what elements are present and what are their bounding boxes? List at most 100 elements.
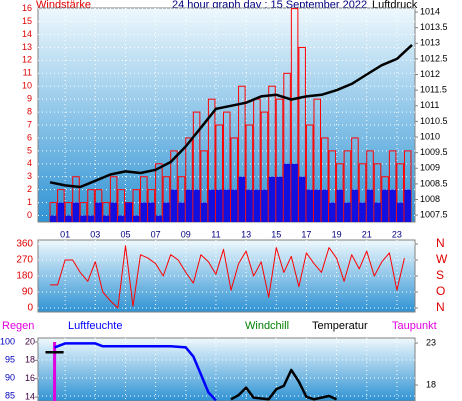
y-tick-label: 16	[22, 3, 32, 13]
bar	[313, 189, 321, 222]
bar	[298, 176, 306, 222]
bar	[102, 215, 110, 222]
bar	[207, 98, 216, 222]
bar	[50, 215, 57, 222]
x-tick-label: 23	[392, 229, 402, 239]
legend-label: Taupunkt	[392, 320, 437, 332]
y3-tick-label: 20	[25, 336, 35, 346]
bar	[223, 189, 231, 222]
y2-tick-label: W	[436, 252, 448, 266]
y2-tick-label: 1013	[420, 38, 440, 48]
bar	[230, 137, 239, 222]
x-tick-label: 17	[301, 229, 311, 239]
x-tick-label: 21	[362, 229, 372, 239]
bar	[117, 215, 125, 222]
bar	[366, 189, 374, 222]
y-tick-label: 180	[16, 271, 33, 282]
y3-tick-label: 14	[25, 391, 35, 401]
bar	[109, 176, 118, 222]
bar	[396, 202, 404, 222]
y-tick-label: 3	[27, 171, 32, 181]
y2-axis-label: Luftdruck	[372, 0, 418, 11]
x-tick-label: 15	[271, 229, 281, 239]
y2-tick-label: 1008.5	[420, 178, 448, 188]
plot-content	[38, 240, 415, 312]
bar	[177, 176, 186, 222]
legend-label: Luftfeuchte	[68, 320, 122, 332]
bar	[102, 202, 110, 222]
y2-tick-label: 1011.5	[420, 85, 447, 95]
y3-tick-label: 18	[25, 355, 35, 365]
bar	[291, 163, 298, 222]
bar	[306, 189, 313, 222]
bar	[351, 137, 359, 222]
chart-title: 24 hour graph day : 15 September 2022	[172, 0, 367, 11]
bar	[57, 202, 65, 222]
bar	[343, 150, 352, 222]
bar	[245, 124, 254, 222]
x-tick-label: 09	[181, 229, 191, 239]
bar	[110, 202, 117, 222]
bar	[246, 189, 253, 222]
bar	[359, 202, 366, 222]
bar	[231, 189, 238, 222]
bar	[49, 202, 58, 222]
x-tick-label: 19	[332, 229, 342, 239]
y2-tick-label: 1013.5	[420, 22, 448, 32]
line	[49, 43, 413, 189]
y-tick-label: 90	[5, 372, 15, 382]
bar	[374, 202, 381, 222]
y-axis-label: Windstärke	[36, 0, 91, 11]
y2-tick-label: N	[436, 236, 445, 250]
bar	[261, 189, 268, 222]
x-tick-label: 07	[151, 229, 161, 239]
bar	[305, 124, 314, 222]
y-tick-label: 95	[5, 354, 15, 364]
x-tick-label: 05	[120, 229, 130, 239]
bar	[344, 202, 351, 222]
y-tick-label: 0	[27, 210, 32, 220]
bar	[53, 342, 57, 401]
bar	[178, 202, 185, 222]
bar	[260, 111, 269, 222]
bar	[64, 202, 73, 222]
bar	[329, 202, 336, 222]
bar	[389, 189, 396, 222]
line	[50, 245, 405, 309]
bar	[87, 189, 95, 222]
y2-tick-label: 1007.5	[420, 210, 448, 220]
y2-tick-label: 1008	[420, 194, 440, 204]
y2-tick-label: S	[436, 268, 444, 282]
plot-area	[37, 337, 416, 401]
plot-content	[38, 338, 415, 401]
y-tick-label: 7	[27, 119, 32, 129]
y-tick-label: 13	[22, 42, 32, 52]
y2-tick-label: 18	[426, 379, 436, 389]
bar	[140, 202, 148, 222]
y2-tick-label: 23	[426, 337, 436, 347]
y2-tick-label: 1009.5	[420, 147, 448, 157]
y-tick-label: 10	[22, 81, 32, 91]
y-tick-label: 2	[27, 184, 32, 194]
bar	[132, 189, 141, 222]
line	[54, 342, 217, 401]
y2-tick-label: 1012	[420, 69, 440, 79]
y-tick-label: 0	[27, 303, 33, 314]
legend-label: Regen	[2, 320, 34, 332]
bar	[253, 189, 261, 222]
y-tick-label: 12	[22, 55, 32, 65]
y2-tick-label: O	[436, 284, 445, 298]
bar	[298, 46, 306, 222]
bar	[275, 98, 284, 222]
bar	[72, 202, 80, 222]
bar	[215, 189, 223, 222]
bar	[79, 202, 88, 222]
y-tick-label: 9	[27, 94, 32, 104]
bar	[381, 189, 389, 222]
y-tick-label: 270	[16, 255, 33, 266]
bar	[313, 98, 322, 222]
y2-tick-label: 1014	[420, 6, 440, 16]
x-tick-label: 11	[211, 229, 220, 239]
bar	[200, 150, 208, 222]
